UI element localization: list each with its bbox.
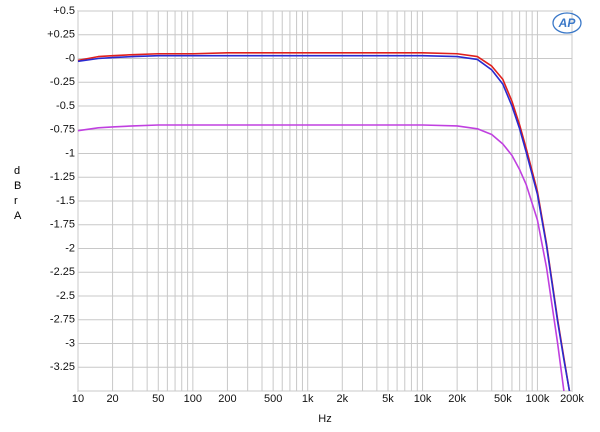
x-tick-label: 50 [152,393,164,405]
y-tick-label: -0.25 [50,76,75,88]
y-tick-label: -1 [65,147,75,159]
x-tick-label: 2k [336,393,348,405]
series-line [77,124,565,392]
logo-ring [552,12,582,34]
y-tick-label: +0.5 [53,5,75,17]
x-axis-label: Hz [318,413,331,425]
y-tick-label: -1.75 [50,219,75,231]
logo: AP [558,16,577,30]
x-tick-label: 50k [494,393,512,405]
x-tick-label: 20k [448,393,466,405]
x-tick-label: 1k [302,393,314,405]
x-tick-label: 200k [560,393,584,405]
y-tick-label: -1.25 [50,171,75,183]
y-axis-label-box: dBr A [14,165,22,222]
y-tick-label: -3 [65,337,75,349]
y-tick-label: -2.5 [56,290,75,302]
series-line [77,52,571,392]
x-tick-label: 20 [106,393,118,405]
x-tick-label: 500 [264,393,282,405]
y-tick-label: +0.25 [47,29,75,41]
y-axis-label: dBr A [14,165,22,222]
x-tick-label: 100 [184,393,202,405]
y-tick-label: -3.25 [50,361,75,373]
y-tick-label: -0 [65,52,75,64]
y-tick-label: -0.5 [56,100,75,112]
x-tick-label: 10 [72,393,84,405]
y-tick-label: -1.5 [56,195,75,207]
y-tick-label: -2.25 [50,266,75,278]
y-tick-label: -2 [65,242,75,254]
x-tick-label: 10k [414,393,432,405]
x-tick-label: 5k [382,393,394,405]
x-tick-label: 200 [218,393,236,405]
lines [77,52,571,392]
x-tick-label: 100k [525,393,549,405]
y-tick-label: -2.75 [50,314,75,326]
grid [77,10,573,392]
y-tick-label: -0.75 [50,124,75,136]
series-line [77,54,571,392]
